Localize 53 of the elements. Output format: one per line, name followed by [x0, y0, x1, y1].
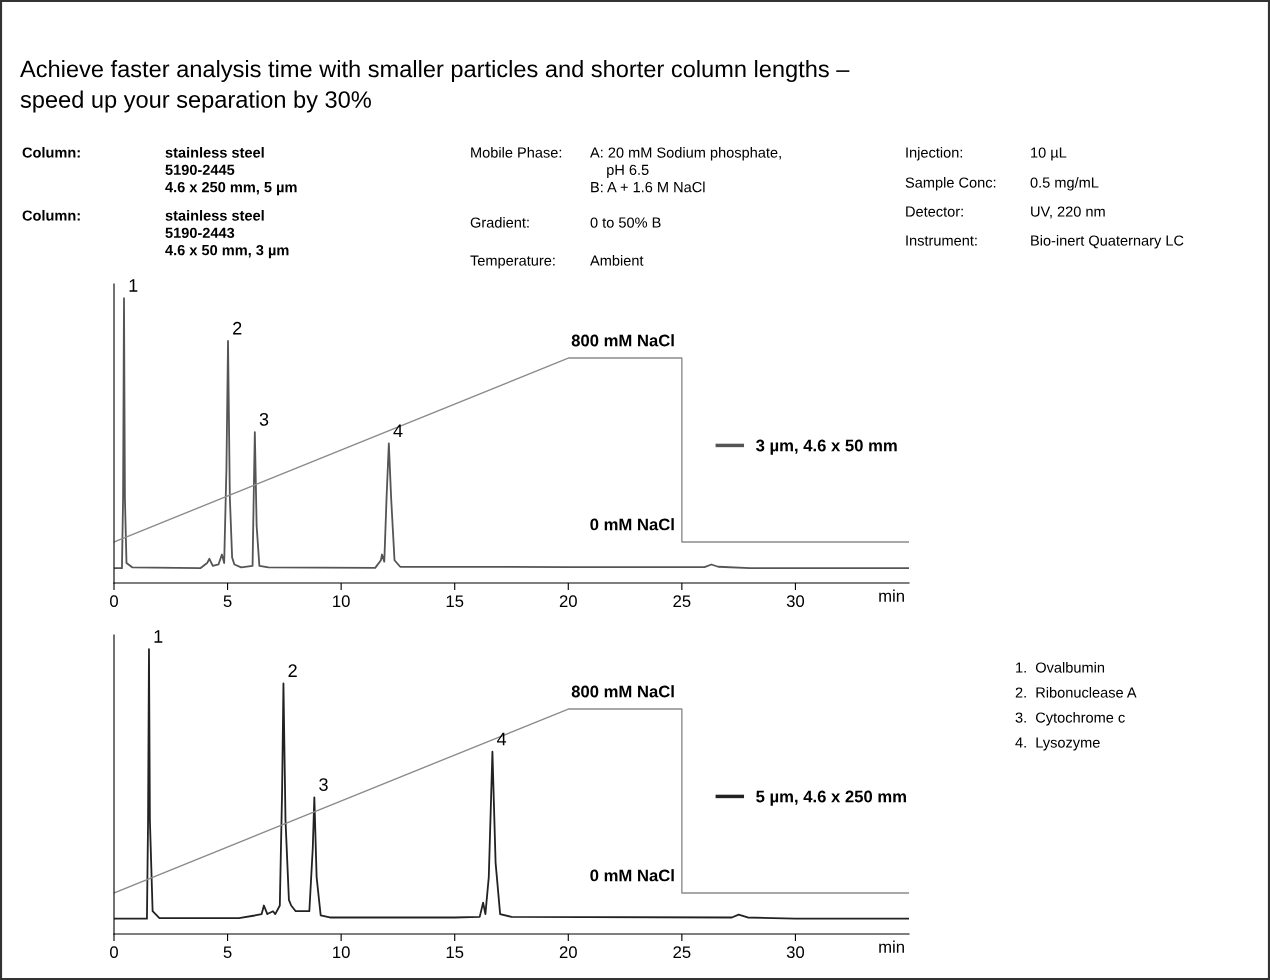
text: 3. Cytochrome c	[1015, 712, 1125, 726]
text: Column:	[22, 147, 80, 158]
text: Temperature:	[470, 255, 555, 269]
text: Detector:	[906, 206, 963, 217]
text: Ambient	[590, 255, 644, 266]
annotation: 800 mM NaCl	[571, 685, 674, 698]
annotation: 4	[497, 732, 507, 746]
text: 2. Ribonuclease A	[1015, 687, 1137, 698]
annotation: 3	[319, 778, 328, 791]
x-tick-label: 15	[446, 946, 464, 959]
x-tick-label: 25	[673, 595, 691, 608]
text: Bio-inert Quaternary LC	[1031, 235, 1184, 249]
x-tick-label: 30	[786, 946, 805, 959]
annotation: 2	[288, 664, 297, 677]
x-axis-title: min	[879, 940, 904, 953]
annotation: 4	[393, 424, 403, 437]
legend-label: 3 µm, 4.6 x 50 mm	[756, 439, 897, 455]
x-tick-label: 15	[446, 595, 464, 608]
chart-title: Achieve faster analysis time with smaller particles and shorter column lengths – speed up your separation by 30%	[20, 60, 850, 113]
annotation: 2	[233, 321, 242, 335]
x-tick-label: 10	[333, 946, 350, 959]
x-tick-label: 25	[673, 946, 691, 959]
text: Sample Conc:	[905, 177, 996, 191]
x-tick-label: 20	[559, 595, 577, 608]
x-tick-label: 10	[333, 595, 350, 608]
text: 1. Ovalbumin	[1016, 662, 1105, 673]
x-axis-title: min	[879, 589, 904, 602]
text: A: 20 mM Sodium phosphate, pH 6.5 B: A + 1.6 M NaCl	[590, 147, 781, 193]
text: Gradient:	[470, 217, 529, 228]
x-tick-label: 20	[559, 946, 577, 959]
text: Column:	[22, 210, 80, 221]
text: stainless steel 5190-2445 4.6 x 250 mm, 5 µm	[165, 147, 297, 196]
annotation: 1	[129, 279, 138, 292]
x-tick-label: 5	[223, 946, 232, 959]
x-tick-label: 5	[223, 595, 232, 608]
x-tick-label: 30	[786, 595, 805, 608]
annotation: 1	[154, 630, 163, 643]
annotation: 0 mM NaCl	[590, 869, 674, 882]
annotation: 3	[259, 412, 269, 426]
text: 0 to 50% B	[590, 217, 661, 228]
annotation: 0 mM NaCl	[590, 518, 674, 531]
text: 4. Lysozyme	[1015, 737, 1100, 751]
text: 0.5 mg/mL	[1030, 177, 1099, 191]
text: 10 µL	[1031, 147, 1067, 161]
text: stainless steel 5190-2443 4.6 x 50 mm, 3 µm	[165, 210, 289, 259]
text: UV, 220 nm	[1031, 206, 1105, 219]
text: Instrument:	[906, 235, 977, 246]
annotation: 800 mM NaCl	[571, 334, 674, 347]
legend-label: 5 µm, 4.6 x 250 mm	[756, 790, 906, 806]
x-tick-label: 0	[110, 946, 118, 959]
text: Injection:	[906, 147, 963, 161]
text: Mobile Phase:	[471, 147, 562, 158]
x-tick-label: 0	[110, 595, 118, 608]
